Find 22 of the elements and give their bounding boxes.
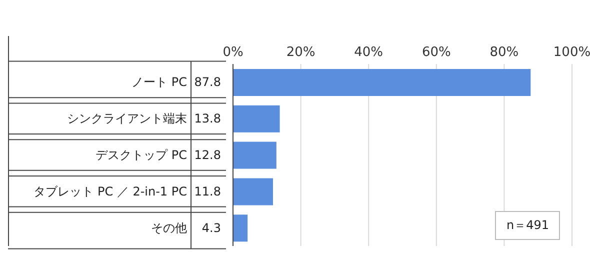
x-tick-label: 60% — [422, 45, 451, 60]
data-label: 13.8 — [194, 112, 221, 126]
data-label: 87.8 — [194, 75, 221, 90]
y-tick-label: ノート PC — [132, 75, 187, 90]
x-tick-label: 100% — [553, 45, 590, 60]
data-label: 12.8 — [194, 148, 221, 162]
bar — [233, 105, 280, 132]
x-tick-label: 40% — [354, 45, 384, 60]
bar — [233, 142, 276, 169]
x-tick-label: 20% — [286, 45, 316, 60]
data-label: 11.8 — [194, 184, 221, 198]
y-tick-label: デスクトップ PC — [96, 148, 187, 162]
y-tick-label: シンクライアント端末 — [67, 112, 187, 126]
annotation: n＝491 — [495, 211, 560, 240]
bar — [233, 69, 531, 96]
data-label: 4.3 — [202, 220, 221, 235]
y-tick-label: タブレット PC ／ 2-in-1 PC — [34, 184, 187, 198]
bar — [233, 214, 248, 242]
y-tick-label: その他 — [151, 220, 187, 235]
x-tick-label: 80% — [490, 45, 519, 60]
bar — [233, 178, 273, 206]
x-tick-label: 0% — [222, 45, 244, 60]
